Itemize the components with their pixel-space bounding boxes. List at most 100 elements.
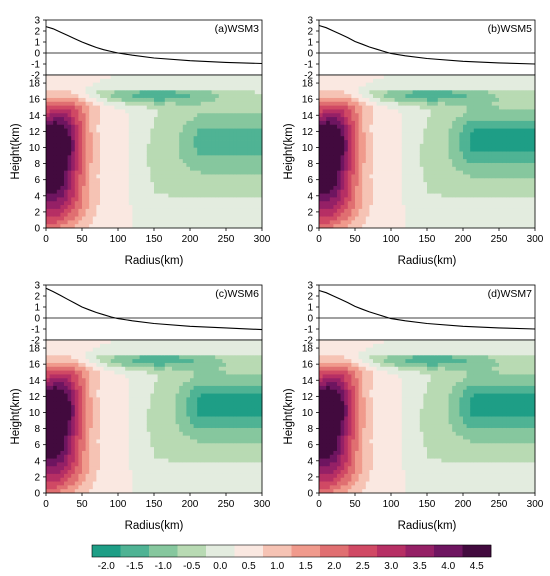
contour-cell (430, 185, 435, 191)
contour-cell (161, 212, 166, 217)
contour-cell (517, 205, 521, 210)
contour-cell (445, 182, 449, 187)
contour-cell (92, 105, 97, 110)
contour-cell (409, 185, 413, 191)
contour-cell (121, 220, 126, 225)
contour-cell (60, 224, 65, 229)
contour-cell (78, 162, 83, 168)
contour-cell (455, 189, 460, 194)
contour-cell (481, 208, 485, 214)
contour-cell (401, 124, 406, 129)
contour-cell (71, 105, 76, 110)
contour-cell (409, 143, 413, 149)
contour-cell (401, 82, 406, 87)
contour-cell (445, 140, 449, 145)
contour-cell (423, 109, 428, 114)
contour-cell (509, 182, 514, 187)
contour-cell (139, 224, 144, 229)
contour-cell (143, 151, 148, 156)
contour-cell (247, 90, 252, 95)
panel-label: (b)WSM5 (488, 23, 532, 35)
contour-cell (103, 86, 108, 91)
contour-cell (481, 166, 485, 172)
contour-cell (193, 220, 198, 225)
contour-cell (103, 113, 108, 118)
contour-cell (190, 201, 194, 206)
contour-cell (60, 162, 65, 168)
contour-cell (524, 182, 529, 187)
contour-cell (247, 117, 252, 122)
contour-cell (362, 151, 367, 156)
contour-cell (125, 78, 130, 84)
contour-cell (502, 120, 507, 126)
contour-cell (347, 205, 352, 210)
contour-cell (527, 162, 532, 168)
xtick-label: 150 (146, 234, 163, 245)
contour-cell (82, 136, 86, 141)
contour-cell (103, 101, 108, 107)
contour-cell (383, 128, 388, 133)
contour-cell (258, 216, 263, 221)
contour-cell (71, 109, 76, 114)
contour-cell (499, 205, 503, 210)
contour-cell (527, 101, 532, 107)
contour-cell (132, 136, 137, 141)
contour-cell (344, 151, 349, 156)
contour-cell (434, 220, 439, 225)
contour-cell (319, 147, 323, 152)
contour-cell (502, 75, 507, 80)
contour-cell (527, 97, 532, 103)
contour-cell (49, 105, 54, 110)
contour-cell (85, 159, 90, 164)
contour-cell (358, 86, 363, 91)
contour-cell (136, 151, 140, 156)
contour-cell (143, 90, 148, 95)
contour-cell (168, 166, 173, 172)
contour-cell (258, 117, 263, 122)
contour-cell (326, 94, 331, 99)
contour-cell (197, 220, 202, 225)
ytick-label: 6 (34, 175, 40, 186)
contour-cell (110, 109, 115, 114)
contour-cell (215, 86, 220, 91)
contour-cell (412, 113, 417, 118)
contour-cell (412, 105, 417, 110)
contour-cell (481, 117, 485, 122)
contour-cell (509, 178, 514, 183)
contour-cell (222, 78, 227, 84)
contour-cell (502, 174, 507, 179)
contour-cell (168, 220, 173, 225)
contour-cell (175, 128, 180, 133)
contour-cell (441, 105, 446, 110)
contour-cell (236, 132, 241, 137)
contour-cell (208, 159, 212, 164)
contour-cell (445, 212, 449, 217)
contour-cell (74, 90, 79, 95)
contour-cell (53, 189, 58, 194)
contour-cell (509, 136, 514, 141)
contour-cell (46, 340, 50, 345)
contour-cell (60, 166, 65, 172)
contour-cell (182, 216, 187, 221)
contour-cell (143, 170, 148, 175)
contour-cell (355, 208, 359, 214)
contour-cell (218, 136, 223, 141)
contour-cell (484, 178, 489, 183)
contour-cell (376, 147, 381, 152)
contour-cell (337, 136, 341, 141)
contour-cell (527, 86, 532, 91)
contour-cell (200, 189, 205, 194)
contour-cell (409, 197, 413, 202)
contour-cell (114, 212, 119, 217)
contour-cell (387, 90, 392, 95)
contour-cell (197, 75, 202, 80)
contour-cell (218, 117, 223, 122)
contour-cell (172, 162, 176, 168)
contour-cell (463, 193, 467, 198)
contour-cell (46, 424, 50, 429)
contour-cell (376, 82, 381, 87)
contour-cell (247, 155, 252, 160)
contour-cell (430, 193, 435, 198)
contour-cell (412, 101, 417, 107)
contour-cell (215, 185, 220, 191)
